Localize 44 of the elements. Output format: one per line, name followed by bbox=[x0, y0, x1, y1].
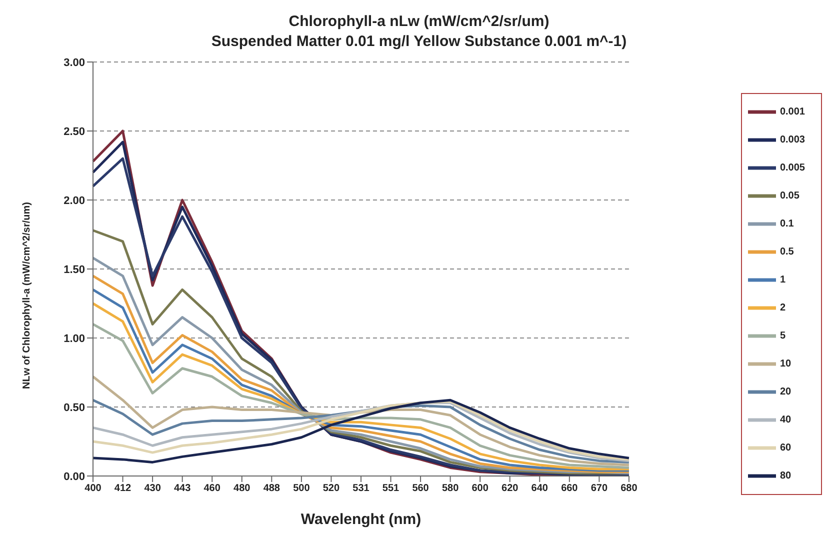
x-tick-label: 660 bbox=[561, 483, 578, 494]
x-tick-label: 531 bbox=[352, 483, 370, 494]
legend-label: 10 bbox=[780, 358, 792, 370]
y-tick-label: 0.50 bbox=[64, 402, 85, 414]
y-tick-label: 3.00 bbox=[64, 56, 85, 69]
x-tick-label: 480 bbox=[234, 483, 251, 494]
x-tick-label: 400 bbox=[84, 483, 102, 494]
x-tick-label: 670 bbox=[590, 483, 608, 494]
x-tick-label: 412 bbox=[114, 483, 132, 494]
legend-label: 0.1 bbox=[780, 218, 794, 230]
x-tick-label: 430 bbox=[144, 483, 162, 494]
legend-label: 80 bbox=[780, 470, 792, 482]
x-tick-label: 460 bbox=[204, 483, 221, 494]
x-tick-label: 488 bbox=[263, 483, 280, 494]
x-tick-label: 560 bbox=[412, 483, 430, 494]
x-tick-label: 520 bbox=[322, 483, 340, 494]
legend-label: 0.5 bbox=[780, 246, 794, 258]
x-tick-label: 580 bbox=[442, 483, 460, 494]
legend-label: 5 bbox=[780, 330, 786, 342]
legend-label: 2 bbox=[780, 302, 786, 314]
x-tick-label: 620 bbox=[502, 483, 519, 494]
x-tick-label: 443 bbox=[174, 483, 192, 494]
y-tick-label: 0.00 bbox=[64, 470, 85, 483]
legend-label: 0.05 bbox=[780, 190, 800, 202]
y-tick-label: 1.50 bbox=[64, 264, 85, 276]
x-tick-label: 600 bbox=[472, 483, 489, 494]
chart-title: Chlorophyll-a nLw (mW/cm^2/sr/um) bbox=[288, 12, 550, 32]
legend-label: 0.001 bbox=[780, 106, 805, 118]
y-tick-label: 2.00 bbox=[64, 194, 85, 207]
legend-label: 0.005 bbox=[780, 162, 805, 174]
x-tick-label: 680 bbox=[620, 483, 638, 494]
x-tick-label: 551 bbox=[382, 483, 400, 494]
x-tick-label: 500 bbox=[293, 483, 310, 494]
legend-label: 0.003 bbox=[780, 134, 805, 146]
y-tick-label: 1.00 bbox=[64, 332, 85, 345]
legend-label: 20 bbox=[780, 386, 792, 398]
x-axis-title: Wavelenght (nm) bbox=[300, 511, 422, 528]
chart-subtitle: Suspended Matter 0.01 mg/l Yellow Substance 0.001 m^-1) bbox=[210, 32, 628, 52]
x-tick-label: 640 bbox=[531, 483, 548, 494]
y-axis-title: NLw of Chlorophyll-a (mW/cm^2/sr/um) bbox=[22, 202, 33, 389]
legend-label: 40 bbox=[780, 414, 792, 426]
legend-label: 1 bbox=[780, 274, 786, 286]
legend-label: 60 bbox=[780, 442, 792, 454]
y-tick-label: 2.50 bbox=[64, 126, 85, 138]
